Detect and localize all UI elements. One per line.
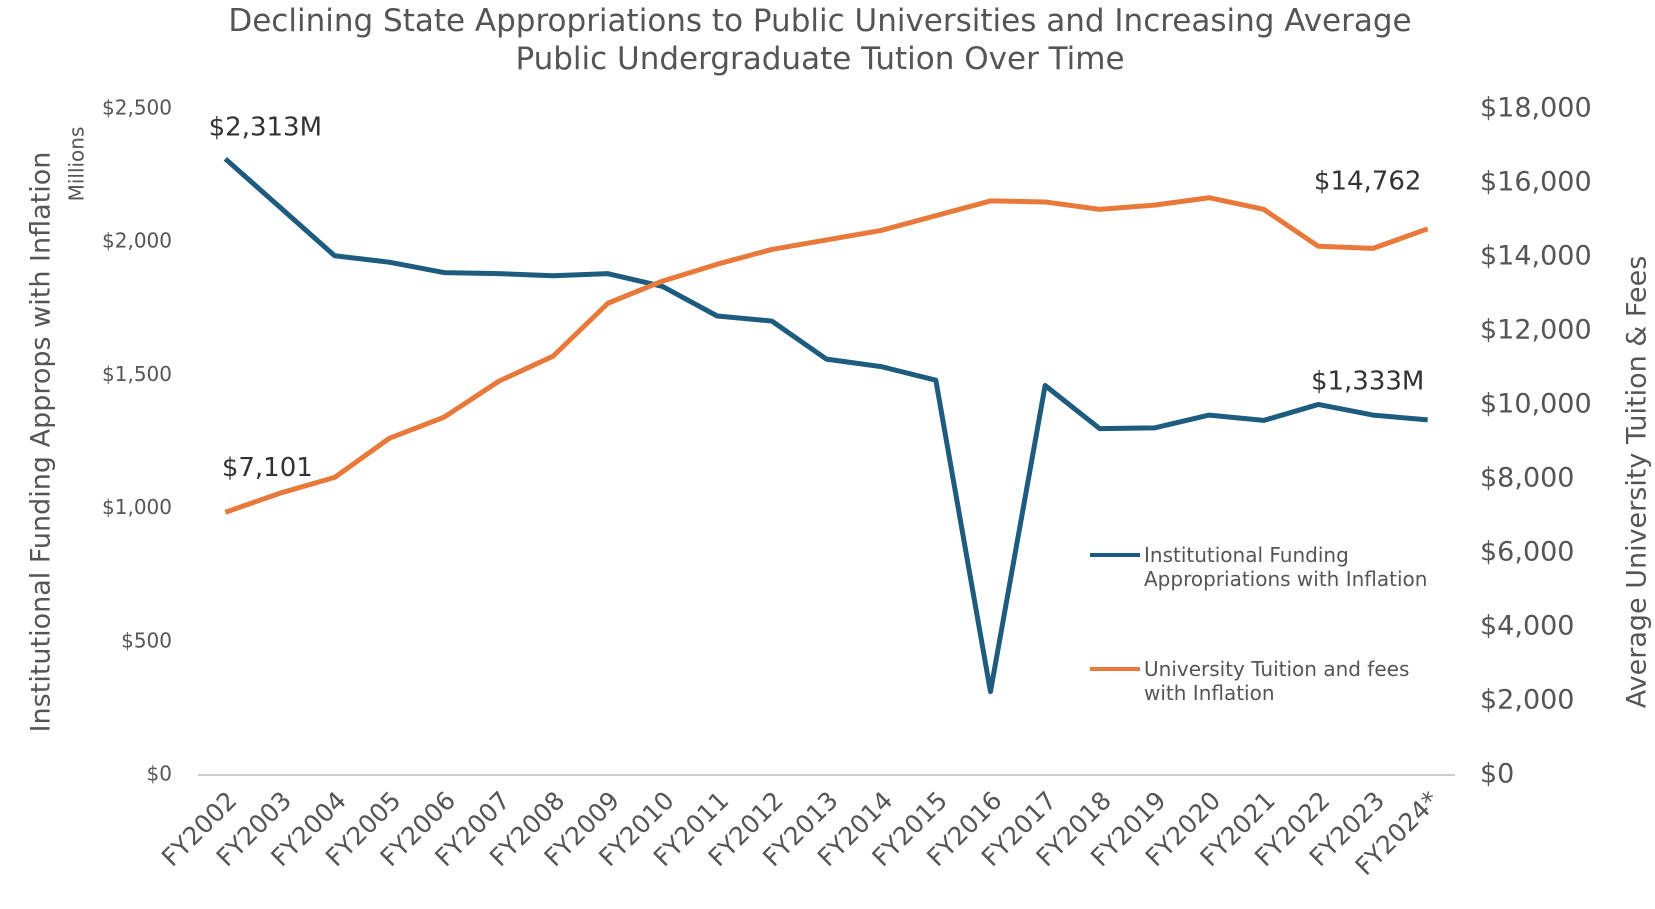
y2-tick-label: $2,000: [1480, 685, 1574, 716]
y2-tick-label: $0: [1480, 759, 1514, 790]
series-line: [224, 195, 1429, 515]
y2-tick-label: $18,000: [1480, 93, 1592, 124]
y-tick-label: $2,500: [102, 96, 172, 120]
y-unit-label: Millions: [65, 127, 89, 202]
y-tick-label: $1,500: [102, 362, 172, 386]
legend-entry: Institutional Funding Appropriations wit…: [1090, 543, 1444, 591]
y2-tick-label: $4,000: [1480, 611, 1574, 642]
y2-tick-label: $12,000: [1480, 315, 1592, 346]
annotation: $14,762: [1314, 166, 1422, 196]
annotation: $2,313M: [209, 112, 322, 142]
legend-entry: University Tuition and fees with Inflati…: [1090, 657, 1444, 705]
y2-tick-label: $6,000: [1480, 537, 1574, 568]
chart-title: Declining State Appropriations to Public…: [228, 3, 1412, 77]
y2-tick-label: $16,000: [1480, 167, 1592, 198]
legend-swatch: [1090, 553, 1140, 557]
annotation: $7,101: [222, 453, 313, 483]
y2-tick-label: $14,000: [1480, 241, 1592, 272]
legend-label: Institutional Funding Appropriations wit…: [1144, 543, 1428, 591]
legend-label: University Tuition and fees with Inflati…: [1144, 657, 1410, 705]
y-tick-label: $1,000: [102, 495, 172, 519]
annotation: $1,333M: [1311, 366, 1424, 396]
y2-axis-label: Average University Tuition & Fees: [1622, 256, 1653, 709]
y-axis-label: Institutional Funding Approps with Infla…: [26, 152, 57, 733]
series-line: [223, 156, 1428, 695]
y2-tick-label: $10,000: [1480, 389, 1592, 420]
legend-swatch: [1090, 667, 1140, 671]
y-tick-label: $0: [147, 762, 172, 786]
y-tick-label: $2,000: [102, 229, 172, 253]
y-tick-label: $500: [121, 628, 172, 652]
y2-tick-label: $8,000: [1480, 463, 1574, 494]
